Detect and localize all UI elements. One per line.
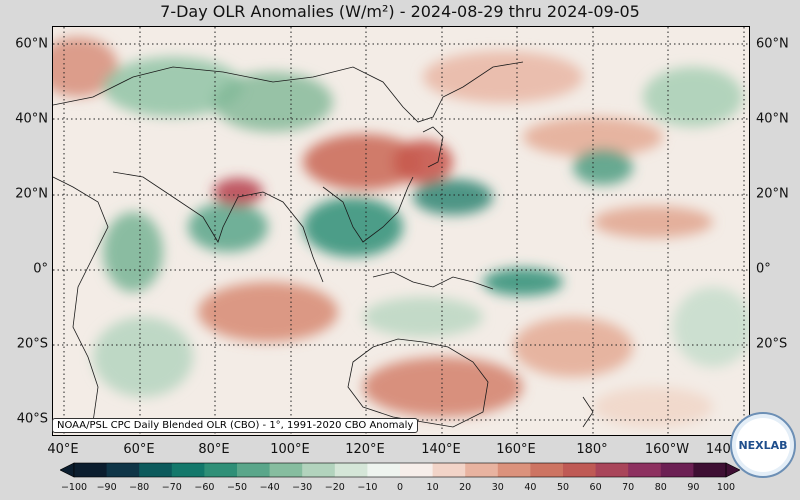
- colorbar-segment: [400, 463, 434, 477]
- colorbar-arrow-min: [59, 462, 75, 478]
- colorbar-tick-label: 50: [556, 482, 570, 493]
- colorbar-segment: [563, 463, 597, 477]
- colorbar-scale: [59, 462, 741, 478]
- lat-label-right-60n: 60°N: [756, 36, 789, 52]
- colorbar-segment: [595, 463, 629, 477]
- colorbar-outline: [73, 462, 727, 478]
- colorbar-tick-label: 80: [654, 482, 667, 493]
- nexlab-logo[interactable]: NEXLAB: [730, 412, 796, 478]
- lat-label-40n: 40°N: [15, 111, 48, 127]
- colorbar-segment: [693, 463, 727, 477]
- lat-label-right-equator: 0°: [756, 261, 771, 277]
- lon-label-160e: 160°E: [496, 442, 536, 457]
- colorbar-segment: [660, 463, 694, 477]
- lat-label-right-20s: 20°S: [756, 336, 788, 352]
- lon-label-80e: 80°E: [198, 442, 230, 457]
- colorbar-tick-label: 90: [687, 482, 700, 493]
- lat-label-equator: 0°: [33, 261, 48, 277]
- lon-label-40e: 40°E: [47, 442, 79, 457]
- colorbar-segment: [106, 463, 140, 477]
- lat-label-right-40n: 40°N: [756, 111, 789, 127]
- map-title: 7-Day OLR Anomalies (W/m²) - 2024-08-29 …: [160, 2, 640, 21]
- lat-label-60n: 60°N: [15, 36, 48, 52]
- colorbar-tick-label: 60: [589, 482, 602, 493]
- colorbar-tick-label: −30: [292, 482, 313, 493]
- lat-label-20n: 20°N: [15, 186, 48, 202]
- colorbar-segment: [171, 463, 205, 477]
- olr-anomaly-map: [52, 26, 750, 436]
- colorbar-tick-label: −90: [96, 482, 117, 493]
- colorbar-tick-label: 20: [459, 482, 472, 493]
- colorbar-segment: [237, 463, 271, 477]
- coastlines: [53, 61, 594, 428]
- colorbar-tick-label: 100: [716, 482, 736, 493]
- colorbar-tick-label: 10: [426, 482, 439, 493]
- colorbar-tick-label: 70: [622, 482, 635, 493]
- lon-label-120e: 120°E: [345, 442, 385, 457]
- map-canvas: [53, 27, 749, 435]
- lon-label-180: 180°: [576, 442, 608, 457]
- colorbar-segment: [204, 463, 238, 477]
- colorbar-segment: [269, 463, 303, 477]
- lon-label-160w: 160°W: [644, 442, 690, 457]
- source-caption: NOAA/PSL CPC Daily Blended OLR (CBO) - 1…: [52, 418, 419, 433]
- colorbar-tick-label: −10: [357, 482, 378, 493]
- lat-label-right-20n: 20°N: [756, 186, 789, 202]
- colorbar-segment: [497, 463, 531, 477]
- colorbar-segment: [74, 463, 108, 477]
- colorbar: −100 −90 −80 −70 −60 −50 −40 −30 −20 −10 0 10 20 30 40…: [59, 462, 741, 498]
- colorbar-segment: [139, 463, 173, 477]
- lon-label-60e: 60°E: [123, 442, 155, 457]
- anomaly-field: [53, 27, 749, 435]
- colorbar-tick-label: −100: [60, 482, 88, 493]
- lon-label-100e: 100°E: [270, 442, 310, 457]
- lat-label-20s: 20°S: [16, 336, 48, 352]
- colorbar-segment: [334, 463, 368, 477]
- colorbar-tick-label: 0: [396, 482, 404, 493]
- colorbar-tick-label: −80: [129, 482, 150, 493]
- colorbar-tick-label: 30: [491, 482, 504, 493]
- colorbar-segment: [367, 463, 401, 477]
- colorbar-tick-label: −60: [194, 482, 215, 493]
- lat-label-40s: 40°S: [16, 411, 48, 427]
- colorbar-segment: [530, 463, 564, 477]
- lon-label-140e: 140°E: [421, 442, 461, 457]
- colorbar-segment: [465, 463, 499, 477]
- colorbar-segment: [432, 463, 466, 477]
- colorbar-tick-label: −40: [259, 482, 280, 493]
- colorbar-segment: [302, 463, 336, 477]
- colorbar-tick-label: −50: [226, 482, 248, 493]
- colorbar-tick-label: −70: [161, 482, 182, 493]
- colorbar-tick-label: −20: [324, 482, 345, 493]
- colorbar-tick-label: 40: [524, 482, 537, 493]
- colorbar-segment: [628, 463, 662, 477]
